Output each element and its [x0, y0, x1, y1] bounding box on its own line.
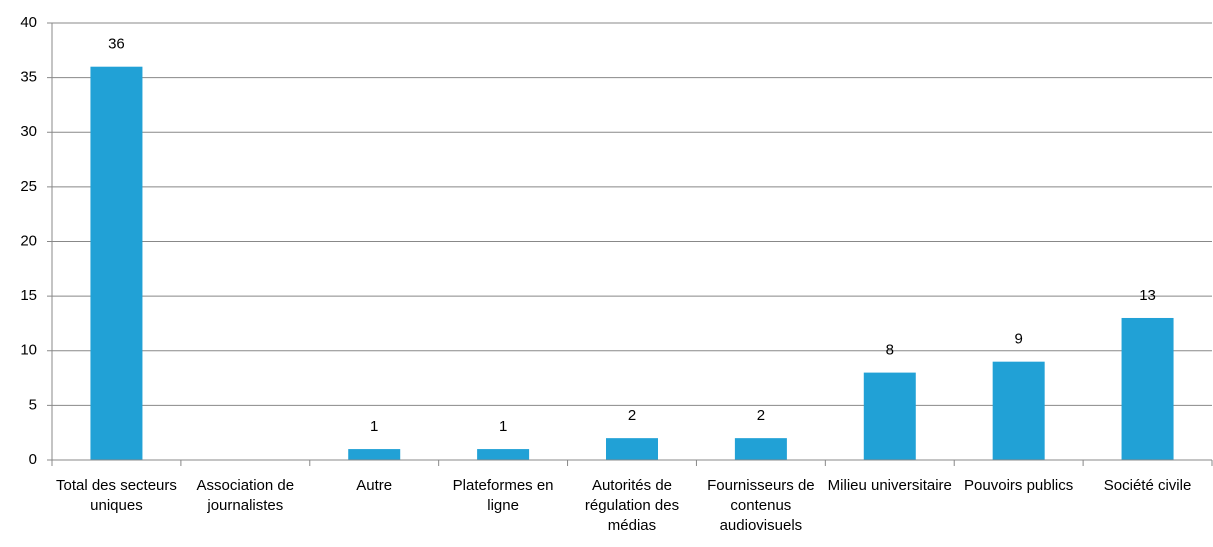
y-tick-label: 0: [29, 451, 37, 468]
x-tick-label: Société civile: [1103, 477, 1192, 494]
data-label: 1: [370, 418, 378, 435]
x-tick-label: Fournisseurs de contenus audiovisuels: [707, 477, 815, 534]
bar: [734, 438, 787, 460]
data-label: 2: [757, 407, 765, 424]
bar: [477, 449, 530, 460]
data-label: 8: [886, 342, 894, 359]
y-tick-label: 20: [20, 232, 37, 249]
bar: [1121, 317, 1174, 460]
x-tick-label: Autorités de régulation des médias: [584, 477, 680, 534]
data-label: 9: [1014, 331, 1022, 348]
x-tick-label: Total des secteurs uniques: [55, 477, 177, 514]
y-tick-label: 35: [20, 69, 37, 86]
y-tick-label: 30: [20, 123, 37, 140]
data-label: 36: [108, 36, 125, 53]
x-tick-label: Pouvoirs publics: [964, 477, 1074, 494]
x-tick-label: Association de journalistes: [196, 477, 295, 514]
y-tick-label: 15: [20, 287, 37, 304]
x-tick-label: Plateformes en ligne: [452, 477, 554, 514]
y-tick-label: 25: [20, 178, 37, 195]
data-label: 2: [628, 407, 636, 424]
bar: [606, 438, 658, 460]
y-tick-label: 5: [29, 396, 37, 413]
x-tick-label: Milieu universitaire: [827, 477, 952, 494]
data-label: 1: [499, 418, 507, 435]
data-label: 13: [1139, 287, 1156, 304]
bar: [348, 449, 401, 460]
bar: [992, 361, 1045, 460]
x-tick-label: Autre: [356, 477, 393, 494]
bar: [90, 66, 143, 460]
y-tick-label: 40: [20, 14, 37, 31]
bar: [863, 372, 916, 460]
y-tick-label: 10: [20, 342, 37, 359]
